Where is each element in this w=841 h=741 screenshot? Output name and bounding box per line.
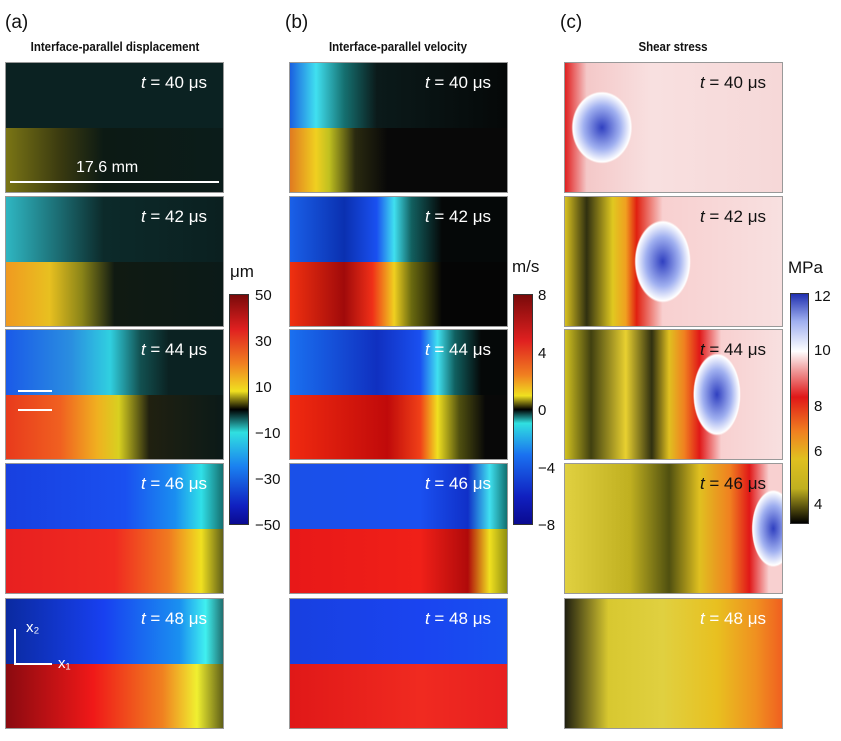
colorbar-unit-b: m/s <box>512 257 540 276</box>
column-title-c: Shear stress <box>638 40 708 54</box>
time-label: t = 44 μs <box>424 340 491 359</box>
time-label: t = 40 μs <box>424 73 491 92</box>
time-label: t = 42 μs <box>424 207 491 226</box>
time-label: t = 46 μs <box>699 474 766 493</box>
shear-stress-panel-42us: t = 42 μs <box>564 196 783 327</box>
colorbar-unit-c: MPa <box>788 258 823 277</box>
shear-stress-panel-40us: t = 40 μs <box>564 62 783 193</box>
shear-stress-panel-44us: t = 44 μs <box>564 329 783 460</box>
velocity-panel-48us: t = 48 μs <box>289 598 508 729</box>
time-label: t = 42 μs <box>699 207 766 226</box>
colorbar-tick: 12 <box>814 288 831 305</box>
column-title-b: Interface-parallel velocity <box>328 40 468 54</box>
time-label: t = 46 μs <box>424 474 491 493</box>
displacement-panel-40us: t = 40 μs 17.6 mm <box>5 62 224 193</box>
colorbar-tick: 10 <box>255 379 272 396</box>
colorbar-tick: 0 <box>538 402 547 419</box>
colorbar-tick: 8 <box>814 398 823 415</box>
colorbar-shear-stress <box>790 293 809 524</box>
column-title-a: Interface-parallel displacement <box>30 40 200 54</box>
colorbar-tick: −8 <box>538 517 556 534</box>
colorbar-tick: −10 <box>255 425 281 442</box>
colorbar-tick: −50 <box>255 517 281 534</box>
colorbar-tick: 4 <box>538 345 547 362</box>
x1-axis-arrow-icon <box>14 663 52 665</box>
displacement-panel-46us: t = 46 μs <box>5 463 224 594</box>
velocity-panel-46us: t = 46 μs <box>289 463 508 594</box>
time-label: t = 40 μs <box>140 73 207 92</box>
left-arrow-icon <box>18 390 52 392</box>
colorbar-tick: −30 <box>255 471 281 488</box>
scale-bar <box>10 181 219 183</box>
x2-axis-arrow-icon <box>14 629 16 665</box>
shear-stress-panel-46us: t = 46 μs <box>564 463 783 594</box>
x2-label: x₂ <box>26 619 40 636</box>
colorbar-tick: 6 <box>814 443 823 460</box>
panel-label-b: (b) <box>285 12 309 33</box>
time-label: t = 48 μs <box>699 609 766 628</box>
displacement-panel-48us: t = 48 μs x₂ x₁ <box>5 598 224 729</box>
time-label: t = 48 μs <box>140 609 207 628</box>
shear-stress-panel-48us: t = 48 μs <box>564 598 783 729</box>
colorbar-unit-a: μm <box>230 262 254 281</box>
colorbar-tick: 8 <box>538 287 547 304</box>
panel-label-a: (a) <box>5 12 29 33</box>
colorbar-displacement <box>229 294 249 525</box>
colorbar-tick: −4 <box>538 460 556 477</box>
right-arrow-icon <box>18 409 52 411</box>
velocity-panel-40us: t = 40 μs <box>289 62 508 193</box>
colorbar-tick: 10 <box>814 342 831 359</box>
velocity-panel-42us: t = 42 μs <box>289 196 508 327</box>
time-label: t = 40 μs <box>699 73 766 92</box>
displacement-panel-44us: t = 44 μs <box>5 329 224 460</box>
colorbar-tick: 50 <box>255 287 272 304</box>
velocity-panel-44us: t = 44 μs <box>289 329 508 460</box>
time-label: t = 44 μs <box>140 340 207 359</box>
time-label: t = 42 μs <box>140 207 207 226</box>
colorbar-velocity <box>513 294 533 525</box>
panel-label-c: (c) <box>560 12 583 33</box>
time-label: t = 48 μs <box>424 609 491 628</box>
time-label: t = 46 μs <box>140 474 207 493</box>
colorbar-tick: 30 <box>255 333 272 350</box>
x1-label: x₁ <box>58 655 71 672</box>
scale-bar-label: 17.6 mm <box>76 159 139 176</box>
time-label: t = 44 μs <box>699 340 766 359</box>
displacement-panel-42us: t = 42 μs <box>5 196 224 327</box>
colorbar-tick: 4 <box>814 496 823 513</box>
